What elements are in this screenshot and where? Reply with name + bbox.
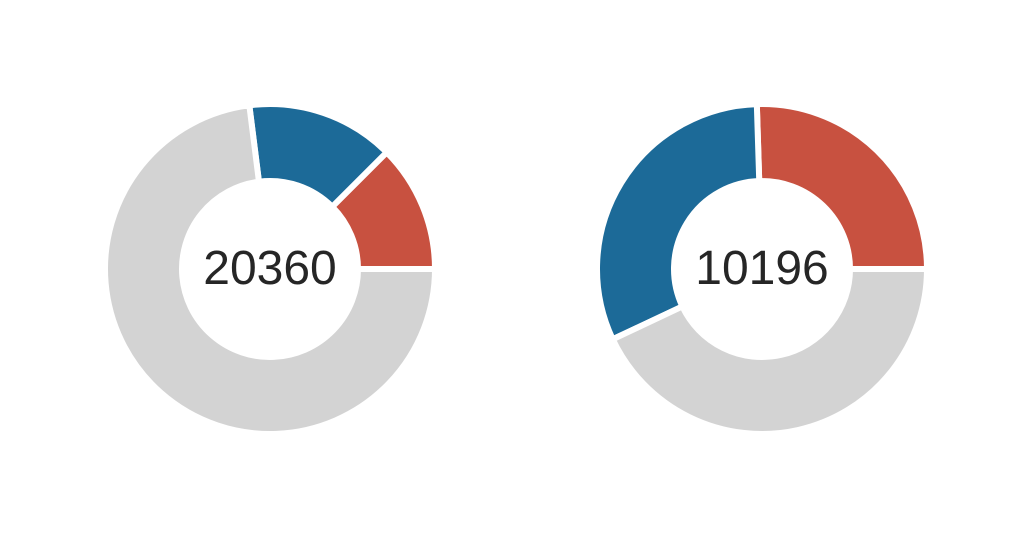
donut-chart-2-svg <box>594 100 931 437</box>
donut-chart-1: 20360 <box>102 101 439 437</box>
donut-1-slice-3 <box>102 101 439 437</box>
donut-2-slice-3 <box>608 266 931 437</box>
donut-2-slice-1 <box>753 101 931 272</box>
donut-chart-1-svg <box>102 101 439 437</box>
donut-2-slice-2 <box>594 100 763 344</box>
donut-chart-2: 10196 <box>594 100 931 437</box>
